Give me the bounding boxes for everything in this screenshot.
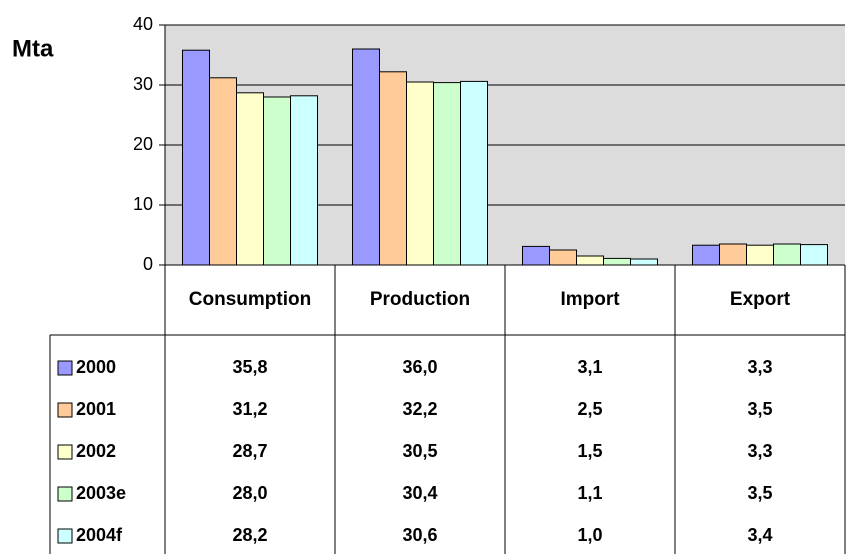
table-value: 30,6	[402, 525, 437, 545]
bar	[719, 243, 747, 266]
y-tick-label: 30	[133, 74, 153, 94]
bar	[460, 80, 488, 266]
bar	[209, 77, 237, 266]
legend-label: 2004f	[76, 525, 123, 545]
table-value: 28,7	[232, 441, 267, 461]
bar	[773, 243, 801, 266]
legend-swatch	[57, 402, 73, 418]
table-value: 1,5	[577, 441, 602, 461]
table-value: 3,3	[747, 357, 772, 377]
legend-label: 2000	[76, 357, 116, 377]
bar	[522, 245, 550, 266]
bar	[433, 82, 461, 266]
x-tick-label: Import	[560, 289, 620, 310]
legend-swatch	[57, 528, 73, 544]
bar	[630, 258, 658, 266]
x-tick-label: Export	[730, 289, 791, 310]
y-axis-label: Mta	[12, 35, 54, 62]
table-value: 35,8	[232, 357, 267, 377]
legend-label: 2002	[76, 441, 116, 461]
bar	[549, 249, 577, 266]
table-value: 3,3	[747, 441, 772, 461]
legend-label: 2001	[76, 399, 116, 419]
bar	[692, 244, 720, 266]
bar	[182, 49, 210, 266]
table-value: 31,2	[232, 399, 267, 419]
bar	[800, 244, 828, 266]
table-value: 28,0	[232, 483, 267, 503]
y-tick-label: 40	[133, 14, 153, 34]
y-tick-label: 20	[133, 134, 153, 154]
y-tick-label: 10	[133, 194, 153, 214]
table-value: 32,2	[402, 399, 437, 419]
bar	[379, 71, 407, 266]
bar	[236, 92, 264, 266]
legend-swatch	[57, 486, 73, 502]
bar	[352, 48, 380, 266]
bar	[576, 255, 604, 266]
bar	[406, 81, 434, 266]
bar	[746, 244, 774, 266]
table-value: 30,5	[402, 441, 437, 461]
y-tick-label: 0	[143, 254, 153, 274]
table-value: 1,0	[577, 525, 602, 545]
legend-label: 2003e	[76, 483, 126, 503]
bar	[603, 257, 631, 266]
table-value: 3,5	[747, 483, 772, 503]
table-value: 36,0	[402, 357, 437, 377]
bar	[263, 96, 291, 266]
table-value: 28,2	[232, 525, 267, 545]
table-value: 3,1	[577, 357, 602, 377]
table-value: 2,5	[577, 399, 602, 419]
table-value: 3,4	[747, 525, 772, 545]
bar	[290, 95, 318, 266]
table-value: 30,4	[402, 483, 437, 503]
table-value: 3,5	[747, 399, 772, 419]
x-tick-label: Production	[370, 289, 470, 310]
legend-swatch	[57, 360, 73, 376]
x-tick-label: Consumption	[189, 289, 311, 310]
legend-swatch	[57, 444, 73, 460]
table-value: 1,1	[577, 483, 602, 503]
